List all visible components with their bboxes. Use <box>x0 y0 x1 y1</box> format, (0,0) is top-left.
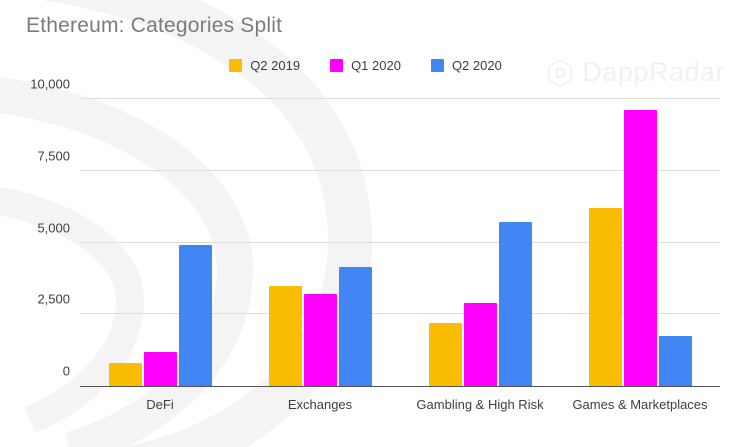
bar[interactable] <box>428 322 462 386</box>
y-axis-tick-label: 0 <box>62 363 70 379</box>
bar-set <box>400 99 560 386</box>
bar-group: Games & Marketplaces <box>560 99 720 412</box>
chart-title: Ethereum: Categories Split <box>26 14 283 37</box>
y-axis-tick-label: 2,500 <box>37 291 70 307</box>
bar[interactable] <box>588 208 622 386</box>
bar-groups: DeFi Exchanges Gambling & High Risk Games &… <box>80 99 720 412</box>
plot-area: 0 2,500 5,000 7,500 10,000 DeFi Exchanges Gamb… <box>30 77 720 412</box>
legend-item[interactable]: Q1 2020 <box>330 58 401 73</box>
legend-label: Q2 2019 <box>250 58 301 73</box>
bar[interactable] <box>178 245 212 386</box>
bar[interactable] <box>338 266 372 386</box>
bar-group: Exchanges <box>240 99 400 412</box>
bar[interactable] <box>498 222 532 386</box>
bar[interactable] <box>268 285 302 386</box>
bar-group: DeFi <box>80 99 240 412</box>
x-axis-tick-label: Gambling & High Risk <box>416 397 544 412</box>
x-axis-tick-label: DeFi <box>146 397 174 412</box>
legend-swatch-icon <box>430 59 444 72</box>
y-axis-tick-label: 5,000 <box>37 220 70 235</box>
chart-legend: Q2 2019 Q1 2020 Q2 2020 <box>0 58 731 73</box>
legend-label: Q1 2020 <box>351 58 401 73</box>
x-axis-tick-label: Games & Marketplaces <box>572 397 708 412</box>
bar[interactable] <box>658 335 692 386</box>
bar-set <box>560 99 720 386</box>
legend-swatch-icon <box>330 59 344 72</box>
bar[interactable] <box>623 110 657 386</box>
y-axis-tick-label: 10,000 <box>30 76 70 92</box>
x-axis-tick-label: Exchanges <box>287 397 353 412</box>
x-axis-line <box>80 386 720 387</box>
legend-item[interactable]: Q2 2019 <box>229 58 300 73</box>
bar[interactable] <box>108 363 142 386</box>
legend-label: Q2 2020 <box>451 58 502 73</box>
bar[interactable] <box>143 351 177 386</box>
legend-swatch-icon <box>229 59 243 72</box>
legend-item[interactable]: Q2 2020 <box>430 58 502 73</box>
bar-set <box>80 99 240 386</box>
bar-group: Gambling & High Risk <box>400 99 560 412</box>
bar[interactable] <box>303 294 337 386</box>
bar[interactable] <box>463 302 497 386</box>
bar-set <box>240 99 400 386</box>
y-axis-tick-label: 7,500 <box>37 148 70 164</box>
